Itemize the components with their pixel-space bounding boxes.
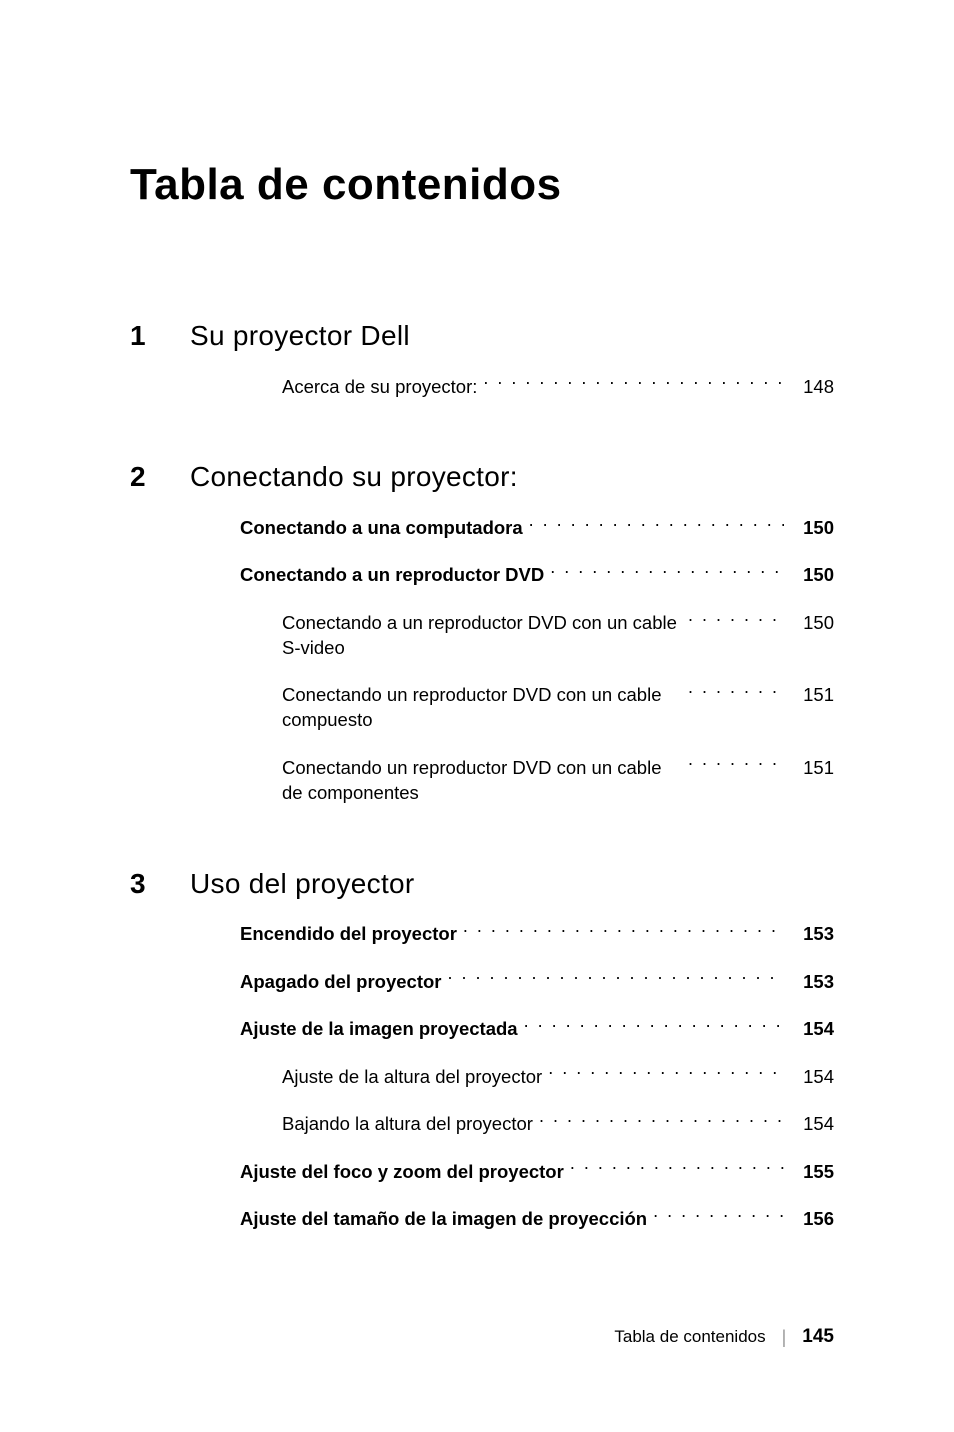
- toc-entry: Ajuste del foco y zoom del proyector 155: [240, 1159, 834, 1184]
- section-title: Su proyector Dell: [190, 320, 410, 352]
- section-title: Uso del proyector: [190, 868, 415, 900]
- dot-leader: [653, 1207, 784, 1226]
- entry-page: 154: [790, 1017, 834, 1042]
- section-title: Conectando su proyector:: [190, 461, 518, 493]
- dot-leader: [483, 374, 784, 393]
- footer-separator: |: [782, 1327, 787, 1348]
- dot-leader: [688, 755, 784, 774]
- entry-page: 154: [790, 1065, 834, 1090]
- section-header: 3 Uso del proyector: [130, 868, 834, 900]
- toc-section-3: 3 Uso del proyector Encendido del proyec…: [130, 868, 834, 1232]
- dot-leader: [524, 1017, 784, 1036]
- entry-page: 154: [790, 1112, 834, 1137]
- entry-page: 153: [790, 970, 834, 995]
- entry-page: 150: [790, 516, 834, 541]
- toc-entry: Encendido del proyector 153: [240, 922, 834, 947]
- section-header: 2 Conectando su proyector:: [130, 461, 834, 493]
- footer-text: Tabla de contenidos: [614, 1327, 765, 1347]
- toc-entry: Conectando un reproductor DVD con un cab…: [240, 755, 834, 805]
- dot-leader: [447, 969, 784, 988]
- section-header: 1 Su proyector Dell: [130, 320, 834, 352]
- toc-section-2: 2 Conectando su proyector: Conectando a …: [130, 461, 834, 805]
- entry-label: Ajuste de la imagen proyectada: [240, 1017, 518, 1042]
- entry-label: Apagado del proyector: [240, 970, 441, 995]
- dot-leader: [529, 515, 784, 534]
- dot-leader: [548, 1064, 784, 1083]
- dot-leader: [688, 683, 784, 702]
- footer-page-number: 145: [802, 1326, 834, 1348]
- section-number: 3: [130, 868, 190, 900]
- entry-label: Conectando un reproductor DVD con un cab…: [282, 683, 682, 733]
- entry-page: 156: [790, 1207, 834, 1232]
- entry-label: Encendido del proyector: [240, 922, 457, 947]
- entry-label: Conectando a un reproductor DVD: [240, 563, 544, 588]
- entry-page: 151: [790, 756, 834, 781]
- toc-entry: Conectando a una computadora 150: [240, 515, 834, 540]
- toc-entry: Conectando a un reproductor DVD 150: [240, 563, 834, 588]
- entry-page: 150: [790, 563, 834, 588]
- toc-entry: Bajando la altura del proyector 154: [240, 1112, 834, 1137]
- entry-label: Conectando a una computadora: [240, 516, 523, 541]
- entry-label: Bajando la altura del proyector: [282, 1112, 533, 1137]
- toc-entry: Acerca de su proyector: 148: [240, 374, 834, 399]
- section-number: 1: [130, 320, 190, 352]
- entry-label: Conectando un reproductor DVD con un cab…: [282, 756, 682, 806]
- dot-leader: [688, 610, 784, 629]
- entry-page: 150: [790, 611, 834, 636]
- entry-label: Ajuste de la altura del proyector: [282, 1065, 542, 1090]
- toc-entry: Conectando un reproductor DVD con un cab…: [240, 683, 834, 733]
- entry-page: 148: [790, 375, 834, 400]
- toc-entry: Apagado del proyector 153: [240, 969, 834, 994]
- entry-page: 153: [790, 922, 834, 947]
- entry-label: Ajuste del tamaño de la imagen de proyec…: [240, 1207, 647, 1232]
- page-title: Tabla de contenidos: [130, 160, 834, 210]
- toc-entry: Ajuste del tamaño de la imagen de proyec…: [240, 1207, 834, 1232]
- section-number: 2: [130, 461, 190, 493]
- toc-entry: Ajuste de la altura del proyector 154: [240, 1064, 834, 1089]
- entry-page: 155: [790, 1160, 834, 1185]
- dot-leader: [570, 1159, 784, 1178]
- entry-label: Ajuste del foco y zoom del proyector: [240, 1160, 564, 1185]
- toc-entry: Ajuste de la imagen proyectada 154: [240, 1017, 834, 1042]
- entry-page: 151: [790, 683, 834, 708]
- entry-label: Conectando a un reproductor DVD con un c…: [282, 611, 682, 661]
- entry-label: Acerca de su proyector:: [282, 375, 477, 400]
- dot-leader: [463, 922, 784, 941]
- dot-leader: [539, 1112, 784, 1131]
- dot-leader: [550, 563, 784, 582]
- toc-section-1: 1 Su proyector Dell Acerca de su proyect…: [130, 320, 834, 399]
- toc-entry: Conectando a un reproductor DVD con un c…: [240, 610, 834, 660]
- page-footer: Tabla de contenidos | 145: [614, 1326, 834, 1348]
